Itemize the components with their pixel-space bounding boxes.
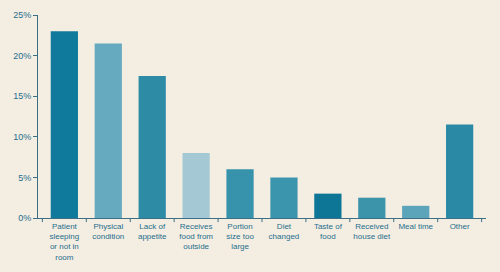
svg-text:15%: 15% — [13, 91, 31, 101]
svg-text:Receivesfood fromoutside: Receivesfood fromoutside — [179, 222, 213, 252]
svg-text:Meal time: Meal time — [398, 222, 433, 231]
svg-text:Receivedhouse diet: Receivedhouse diet — [353, 222, 391, 241]
svg-text:Portionsize toolarge: Portionsize toolarge — [226, 222, 254, 252]
svg-text:Other: Other — [450, 222, 470, 231]
svg-text:Patientsleepingor not inroom: Patientsleepingor not inroom — [49, 222, 79, 262]
svg-text:Lack ofappetite: Lack ofappetite — [138, 222, 167, 241]
svg-text:20%: 20% — [13, 51, 31, 61]
svg-text:5%: 5% — [18, 173, 31, 183]
svg-text:Physicalcondition: Physicalcondition — [92, 222, 124, 241]
svg-text:25%: 25% — [13, 10, 31, 20]
svg-text:0%: 0% — [18, 213, 31, 223]
svg-text:Dietchanged: Dietchanged — [269, 222, 300, 241]
svg-text:10%: 10% — [13, 132, 31, 142]
svg-text:Taste offood: Taste offood — [314, 222, 343, 241]
